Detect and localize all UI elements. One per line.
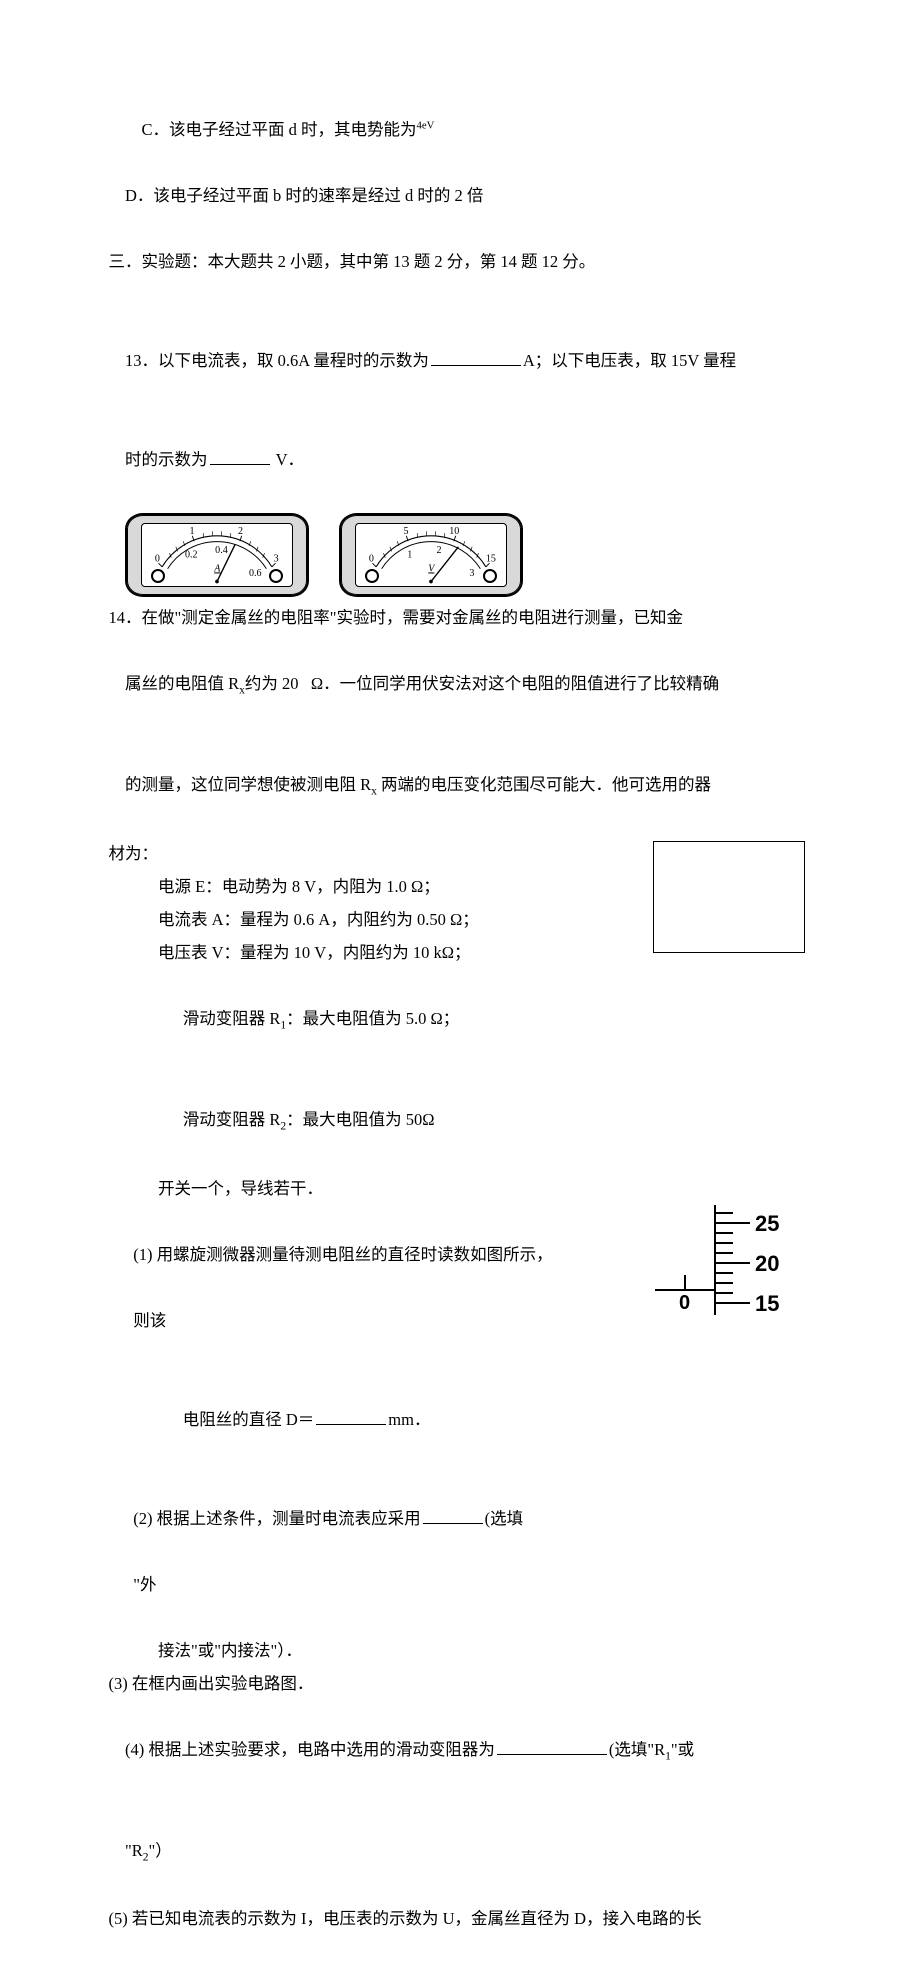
equip-r1: 滑动变阻器 R1：最大电阻值为 5.0 Ω；	[125, 969, 815, 1070]
p2-line-b: 接法"或"内接法"）．	[125, 1634, 815, 1667]
voltmeter-outer-3: 15	[486, 553, 496, 564]
ammeter-terminal-left	[151, 569, 165, 583]
p1-line-b: 电阻丝的直径 D＝mm．	[125, 1370, 815, 1469]
section-3-heading: 三．实验题：本大题共 2 小题，其中第 13 题 2 分，第 14 题 12 分…	[109, 245, 816, 278]
micrometer-label-25: 25	[755, 1211, 779, 1236]
voltmeter-inner-0: 1	[407, 550, 412, 561]
q14-line-a: 14．在做"测定金属丝的电阻率"实验时，需要对金属丝的电阻进行测量，已知金	[109, 601, 816, 634]
voltmeter-unit: V	[428, 563, 436, 574]
voltmeter-terminal-right	[483, 569, 497, 583]
equip-switch: 开关一个，导线若干．	[125, 1172, 815, 1205]
q14-line-c: 的测量，这位同学想使被测电阻 Rx 两端的电压变化范围尽可能大．他可选用的器	[109, 735, 816, 836]
micrometer-figure: 0 25 20 15	[655, 1205, 825, 1315]
q13-line2: 时的示数为 V．	[109, 410, 816, 509]
voltmeter-inner-1: 2	[436, 545, 441, 556]
p1-blank-diameter[interactable]	[316, 1407, 386, 1425]
circuit-diagram-box[interactable]	[653, 841, 805, 953]
meters-row: 0 1 2 3 0.2 0.4 0.6 A	[125, 513, 815, 597]
q13-text-b: A；以下电压表，取 15V 量程	[523, 351, 736, 370]
micrometer-main-0: 0	[679, 1292, 690, 1314]
ammeter-outer-1: 1	[190, 526, 195, 537]
p2-blank-method[interactable]	[423, 1506, 483, 1524]
ammeter-unit: A	[213, 563, 221, 574]
p5-line: (5) 若已知电流表的示数为 I，电压表的示数为 U，金属丝直径为 D，接入电路…	[109, 1902, 816, 1935]
q13-text-a: 13．以下电流表，取 0.6A 量程时的示数为	[125, 351, 429, 370]
q13-line1: 13．以下电流表，取 0.6A 量程时的示数为 A；以下电压表，取 15V 量程	[109, 311, 816, 410]
ammeter-outer-0: 0	[155, 553, 160, 564]
voltmeter-outer-2: 10	[449, 526, 459, 537]
q13-text-c: 时的示数为	[125, 450, 208, 469]
voltmeter-br: 3	[469, 568, 474, 579]
voltmeter-outer-0: 0	[369, 553, 374, 564]
ammeter-inner-1: 0.4	[215, 545, 228, 556]
q14-line-b: 属丝的电阻值 Rx约为 20 Ω．一位同学用伏安法对这个电阻的阻值进行了比较精确	[109, 634, 816, 735]
option-c: C．该电子经过平面 d 时，其电势能为4eV	[125, 80, 815, 179]
option-c-prefix: C．该电子经过平面 d 时，其电势能为	[142, 120, 417, 139]
ammeter-outer-3: 3	[274, 553, 279, 564]
ammeter-br: 0.6	[249, 568, 262, 579]
p4-line-b: "R2"）	[109, 1801, 816, 1902]
ammeter-outer-2: 2	[238, 526, 243, 537]
ammeter: 0 1 2 3 0.2 0.4 0.6 A	[125, 513, 309, 597]
p2-line-a: (2) 根据上述条件，测量时电流表应采用(选填 "外	[109, 1469, 816, 1634]
ammeter-terminal-right	[269, 569, 283, 583]
p3-line: (3) 在框内画出实验电路图．	[109, 1667, 816, 1700]
option-c-value: 4eV	[417, 120, 435, 132]
ammeter-inner-0: 0.2	[185, 550, 198, 561]
voltmeter-outer-1: 5	[404, 526, 409, 537]
q13-text-d: V．	[272, 450, 305, 469]
voltmeter-terminal-left	[365, 569, 379, 583]
option-d: D．该电子经过平面 b 时的速率是经过 d 时的 2 倍	[125, 179, 815, 212]
micrometer-label-15: 15	[755, 1291, 779, 1315]
voltmeter: 0 5 10 15 1 2 3 V	[339, 513, 523, 597]
p4-blank-rheostat[interactable]	[497, 1737, 607, 1755]
micrometer-label-20: 20	[755, 1251, 779, 1276]
q13-blank-voltage[interactable]	[210, 448, 270, 466]
p4-line-a: (4) 根据上述实验要求，电路中选用的滑动变阻器为(选填"R1"或	[109, 1700, 816, 1801]
equip-r2: 滑动变阻器 R2：最大电阻值为 50Ω	[125, 1070, 815, 1171]
q13-blank-current[interactable]	[431, 349, 521, 367]
